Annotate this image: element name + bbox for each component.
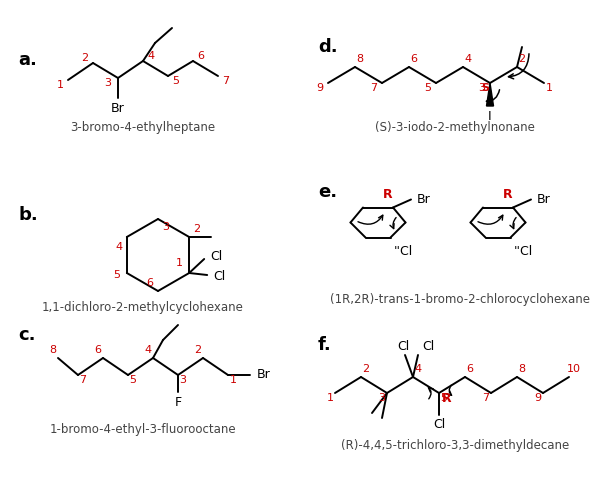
Text: 7: 7 xyxy=(370,83,378,93)
Text: 4: 4 xyxy=(415,364,421,374)
Text: 3: 3 xyxy=(378,393,386,403)
FancyArrowPatch shape xyxy=(429,388,433,399)
Text: 6: 6 xyxy=(146,278,154,288)
Text: 4: 4 xyxy=(148,51,154,61)
FancyArrowPatch shape xyxy=(358,215,383,224)
Text: 5: 5 xyxy=(172,76,180,86)
FancyArrowPatch shape xyxy=(446,385,451,396)
Text: 2: 2 xyxy=(194,345,202,355)
Text: 5: 5 xyxy=(440,393,448,403)
Text: S: S xyxy=(481,83,489,93)
Text: 10: 10 xyxy=(567,364,581,374)
FancyArrowPatch shape xyxy=(510,217,516,228)
Text: 5: 5 xyxy=(130,375,137,385)
Text: 4: 4 xyxy=(145,345,151,355)
Text: 7: 7 xyxy=(482,393,490,403)
Text: 6: 6 xyxy=(197,51,205,61)
Text: R: R xyxy=(442,392,452,405)
Text: f.: f. xyxy=(318,336,331,354)
Text: 4: 4 xyxy=(464,54,472,64)
Text: ''Cl: ''Cl xyxy=(514,245,533,258)
FancyArrowPatch shape xyxy=(509,54,529,79)
Text: ''Cl: ''Cl xyxy=(394,245,413,258)
Text: a.: a. xyxy=(18,51,37,69)
Text: 6: 6 xyxy=(95,345,101,355)
Text: 1,1-dichloro-2-methylcyclohexane: 1,1-dichloro-2-methylcyclohexane xyxy=(42,301,244,314)
Text: Cl: Cl xyxy=(210,251,222,264)
FancyArrowPatch shape xyxy=(486,90,499,104)
FancyArrowPatch shape xyxy=(390,217,396,228)
Text: 2: 2 xyxy=(194,224,200,234)
Text: 9: 9 xyxy=(317,83,323,93)
Text: d.: d. xyxy=(318,38,338,56)
Text: 1: 1 xyxy=(57,80,63,90)
Text: 8: 8 xyxy=(357,54,363,64)
Text: 1-bromo-4-ethyl-3-fluorooctane: 1-bromo-4-ethyl-3-fluorooctane xyxy=(50,423,236,436)
Text: Cl: Cl xyxy=(433,419,445,432)
Text: R: R xyxy=(383,188,393,201)
Text: Br: Br xyxy=(537,193,551,206)
Text: 2: 2 xyxy=(518,54,526,64)
Text: Cl: Cl xyxy=(397,339,409,352)
Text: 9: 9 xyxy=(534,393,542,403)
Text: 5: 5 xyxy=(424,83,432,93)
Text: 3: 3 xyxy=(180,375,186,385)
Text: Br: Br xyxy=(111,101,125,115)
Text: 4: 4 xyxy=(115,242,122,252)
Polygon shape xyxy=(486,83,493,106)
Text: 2: 2 xyxy=(362,364,370,374)
Text: 8: 8 xyxy=(49,345,57,355)
Text: 8: 8 xyxy=(518,364,526,374)
Text: 3: 3 xyxy=(105,78,111,88)
Text: Cl: Cl xyxy=(213,271,225,284)
Text: 5: 5 xyxy=(113,270,121,280)
Text: 1: 1 xyxy=(176,258,183,268)
Text: 2: 2 xyxy=(81,53,89,63)
Text: 3: 3 xyxy=(478,83,485,93)
Text: b.: b. xyxy=(18,206,38,224)
Text: Br: Br xyxy=(257,369,271,382)
Text: e.: e. xyxy=(318,183,337,201)
Text: (1R,2R)-trans-1-bromo-2-chlorocyclohexane: (1R,2R)-trans-1-bromo-2-chlorocyclohexan… xyxy=(330,293,590,307)
Text: 6: 6 xyxy=(410,54,418,64)
Text: c.: c. xyxy=(18,326,36,344)
Text: Cl: Cl xyxy=(422,339,434,352)
Text: 1: 1 xyxy=(327,393,333,403)
Text: F: F xyxy=(175,396,181,408)
Text: 1: 1 xyxy=(546,83,552,93)
Text: 7: 7 xyxy=(223,76,229,86)
Text: 1: 1 xyxy=(229,375,237,385)
Text: 3-bromo-4-ethylheptane: 3-bromo-4-ethylheptane xyxy=(71,121,216,134)
Text: I: I xyxy=(488,109,492,122)
Text: (R)-4,4,5-trichloro-3,3-dimethyldecane: (R)-4,4,5-trichloro-3,3-dimethyldecane xyxy=(341,439,569,452)
Text: R: R xyxy=(503,188,513,201)
Text: 7: 7 xyxy=(79,375,87,385)
Text: 6: 6 xyxy=(467,364,474,374)
Text: Br: Br xyxy=(417,193,431,206)
Text: 3: 3 xyxy=(162,222,170,232)
Text: (S)-3-iodo-2-methylnonane: (S)-3-iodo-2-methylnonane xyxy=(375,121,535,134)
FancyArrowPatch shape xyxy=(478,215,503,224)
